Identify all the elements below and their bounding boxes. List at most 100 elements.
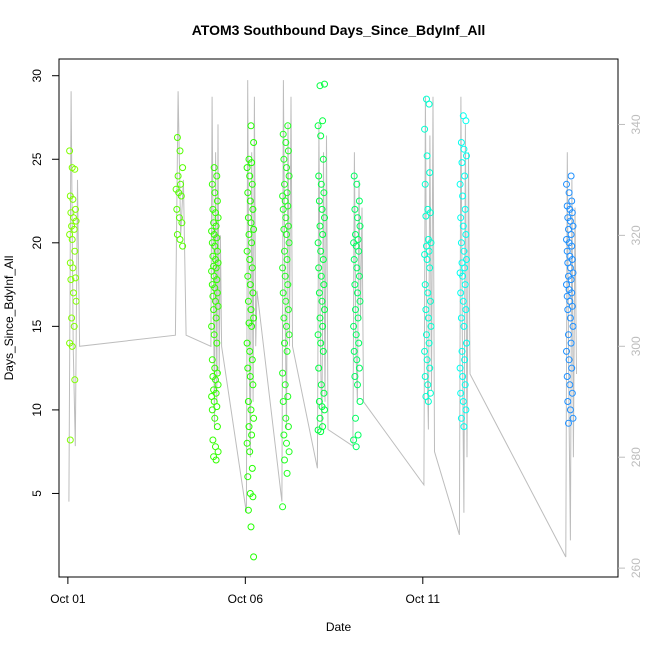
data-point: [317, 428, 325, 436]
data-point: [213, 197, 221, 205]
data-point: [425, 339, 433, 347]
data-point: [70, 322, 78, 330]
data-point: [457, 214, 465, 222]
data-point: [244, 398, 252, 405]
data-point: [70, 225, 78, 233]
data-point: [350, 172, 358, 180]
data-point: [321, 80, 328, 88]
data-point: [457, 139, 465, 146]
data-point: [354, 431, 362, 439]
data-point: [424, 398, 432, 405]
data-point: [281, 272, 289, 280]
data-point: [568, 242, 576, 250]
data-point: [354, 236, 362, 243]
data-point: [173, 205, 181, 213]
data-point: [248, 239, 256, 247]
data-point: [421, 125, 429, 133]
data-point: [283, 347, 291, 355]
data-point: [352, 306, 359, 314]
data-point: [460, 247, 468, 255]
data-point: [210, 306, 218, 314]
data-point: [563, 373, 571, 380]
data-point: [422, 212, 430, 220]
data-point: [213, 339, 221, 347]
data-point: [321, 214, 328, 222]
data-point: [426, 297, 434, 305]
data-point: [282, 297, 290, 305]
data-point: [247, 523, 255, 531]
data-point: [316, 82, 324, 90]
data-point: [208, 180, 216, 188]
data-point: [279, 264, 287, 272]
data-point: [246, 172, 254, 180]
data-point: [462, 306, 470, 314]
data-point: [213, 234, 221, 242]
data-point: [249, 493, 257, 501]
data-point: [426, 264, 434, 272]
data-point: [208, 406, 216, 414]
data-point: [319, 155, 327, 163]
data-point: [246, 347, 254, 355]
data-point: [563, 347, 570, 355]
data-point: [250, 414, 258, 422]
data-point: [72, 217, 80, 225]
data-point: [68, 314, 76, 322]
data-point: [284, 423, 292, 431]
data-point: [280, 314, 288, 322]
data-point: [316, 222, 324, 230]
data-point: [72, 274, 79, 282]
data-point: [569, 269, 577, 277]
data-point: [279, 130, 287, 138]
data-point: [426, 209, 434, 217]
data-point: [352, 414, 359, 422]
data-point: [177, 192, 185, 200]
data-point: [461, 172, 469, 180]
data-point: [281, 381, 289, 389]
data-point: [211, 189, 219, 197]
data-point: [320, 281, 328, 289]
data-point: [247, 306, 255, 314]
data-point: [243, 339, 251, 347]
data-point: [214, 302, 222, 310]
data-point: [463, 256, 470, 263]
data-point: [244, 189, 252, 197]
data-point: [356, 297, 364, 305]
data-point: [461, 205, 469, 213]
data-point: [212, 389, 220, 397]
data-point: [564, 306, 572, 314]
data-point: [458, 347, 466, 355]
data-point: [244, 473, 252, 481]
data-point: [319, 231, 327, 238]
data-point: [72, 205, 79, 213]
point-group-oct-06: [243, 122, 258, 561]
data-point: [568, 389, 576, 397]
data-point: [283, 469, 291, 477]
data-point: [317, 339, 325, 347]
data-point: [72, 297, 80, 305]
x-tick-label: Oct 06: [228, 592, 264, 606]
data-point: [353, 264, 361, 272]
point-group-oct-05: [208, 164, 222, 464]
data-point: [421, 347, 429, 355]
data-point: [176, 147, 184, 155]
y-axis-label: Days_Since_BdyInf_All: [2, 256, 16, 381]
data-point: [69, 264, 77, 272]
plot-layer: [66, 80, 577, 561]
data-point: [565, 189, 573, 197]
data-point: [356, 398, 364, 405]
data-point: [178, 219, 186, 227]
point-group-oct-11: [421, 95, 435, 405]
data-point: [246, 197, 254, 205]
data-point: [281, 180, 288, 188]
data-point: [460, 145, 468, 153]
data-point: [67, 276, 75, 284]
data-point: [459, 398, 467, 405]
data-point: [317, 180, 325, 188]
data-point: [250, 139, 258, 146]
data-point: [353, 356, 361, 364]
data-point: [566, 314, 574, 322]
data-point: [461, 356, 469, 364]
data-point: [424, 314, 432, 322]
data-point: [243, 247, 251, 255]
